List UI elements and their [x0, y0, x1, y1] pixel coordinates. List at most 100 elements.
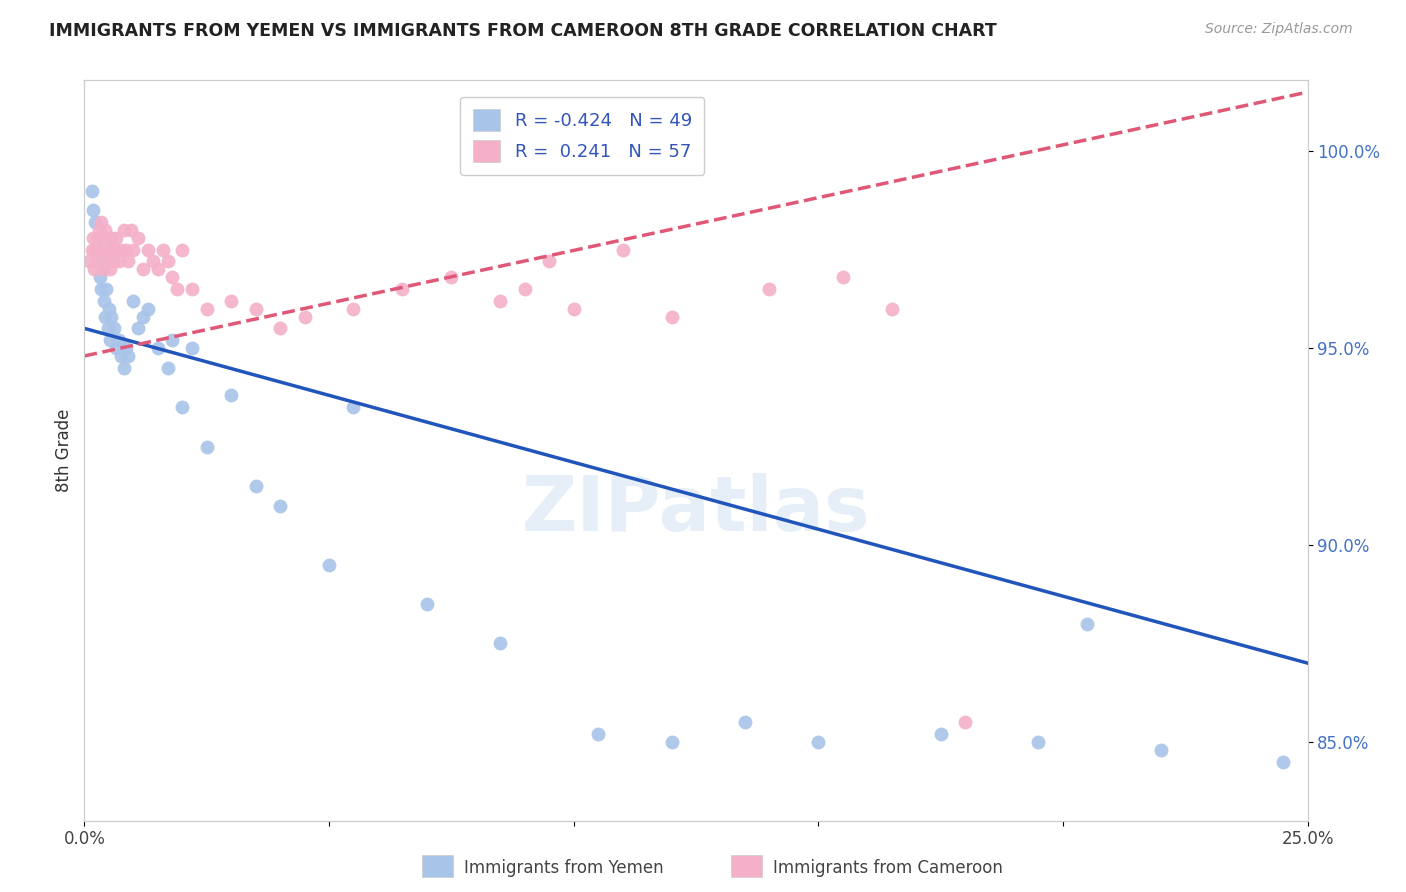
Point: [89, 243, 111, 257]
Point: [166, 282, 188, 296]
Point: [156, 254, 179, 268]
Point: [489, 293, 512, 308]
Point: [219, 293, 242, 308]
Point: [98, 333, 121, 347]
Point: [101, 254, 124, 268]
Point: [105, 341, 128, 355]
Point: [96, 254, 118, 268]
Point: [132, 310, 155, 324]
Point: [105, 231, 128, 245]
Point: [136, 243, 159, 257]
Point: [342, 400, 364, 414]
Point: [181, 341, 204, 355]
Point: [120, 223, 142, 237]
Point: [117, 349, 139, 363]
Point: [342, 301, 364, 316]
Point: [181, 282, 204, 296]
Point: [245, 301, 267, 316]
Point: [127, 321, 149, 335]
Point: [1272, 755, 1295, 769]
Point: [91, 262, 114, 277]
Point: [97, 301, 120, 316]
Point: [90, 215, 112, 229]
Point: [1150, 743, 1173, 757]
Point: [318, 558, 340, 572]
Point: [93, 293, 115, 308]
Text: Immigrants from Yemen: Immigrants from Yemen: [464, 859, 664, 877]
Point: [172, 400, 194, 414]
Point: [112, 223, 135, 237]
Point: [110, 243, 132, 257]
Point: [80, 184, 103, 198]
Point: [127, 231, 149, 245]
Point: [661, 310, 683, 324]
Point: [115, 341, 138, 355]
Point: [807, 735, 830, 749]
Point: [100, 231, 122, 245]
Point: [94, 310, 117, 324]
Point: [107, 254, 129, 268]
Point: [97, 243, 120, 257]
Y-axis label: 8th Grade: 8th Grade: [55, 409, 73, 492]
Point: [269, 321, 291, 335]
Point: [96, 282, 118, 296]
Point: [132, 262, 155, 277]
Point: [122, 293, 145, 308]
Point: [172, 243, 194, 257]
Point: [87, 231, 110, 245]
Point: [91, 262, 114, 277]
Point: [86, 254, 108, 268]
Point: [1076, 616, 1098, 631]
Point: [269, 499, 291, 513]
Point: [245, 479, 267, 493]
Point: [880, 301, 903, 316]
Point: [97, 321, 120, 335]
Point: [87, 223, 110, 237]
Point: [84, 215, 107, 229]
Point: [612, 243, 634, 257]
Point: [87, 254, 110, 268]
Text: Immigrants from Cameroon: Immigrants from Cameroon: [773, 859, 1002, 877]
Point: [162, 270, 184, 285]
Point: [107, 333, 129, 347]
Point: [87, 231, 110, 245]
Point: [103, 321, 125, 335]
Legend: R = -0.424   N = 49, R =  0.241   N = 57: R = -0.424 N = 49, R = 0.241 N = 57: [460, 96, 704, 175]
Point: [84, 243, 107, 257]
Point: [831, 270, 853, 285]
Point: [538, 254, 561, 268]
Point: [294, 310, 316, 324]
Point: [440, 270, 463, 285]
Point: [1028, 735, 1050, 749]
Point: [98, 262, 121, 277]
Point: [953, 715, 976, 730]
Point: [586, 727, 609, 741]
Point: [661, 735, 683, 749]
Point: [82, 231, 104, 245]
Point: [152, 243, 174, 257]
Point: [86, 243, 108, 257]
Point: [117, 254, 139, 268]
Point: [136, 301, 159, 316]
Point: [195, 440, 218, 454]
Point: [93, 243, 115, 257]
Point: [103, 243, 125, 257]
Point: [110, 349, 132, 363]
Point: [929, 727, 952, 741]
Point: [758, 282, 780, 296]
Point: [80, 243, 103, 257]
Point: [489, 636, 512, 650]
Point: [146, 341, 169, 355]
Point: [83, 262, 105, 277]
Point: [219, 388, 242, 402]
Point: [734, 715, 756, 730]
Point: [195, 301, 218, 316]
Point: [90, 282, 112, 296]
Point: [146, 262, 169, 277]
Point: [142, 254, 165, 268]
Point: [112, 360, 135, 375]
Point: [94, 223, 117, 237]
Point: [97, 231, 120, 245]
Point: [391, 282, 413, 296]
Text: ZIPatlas: ZIPatlas: [522, 473, 870, 547]
